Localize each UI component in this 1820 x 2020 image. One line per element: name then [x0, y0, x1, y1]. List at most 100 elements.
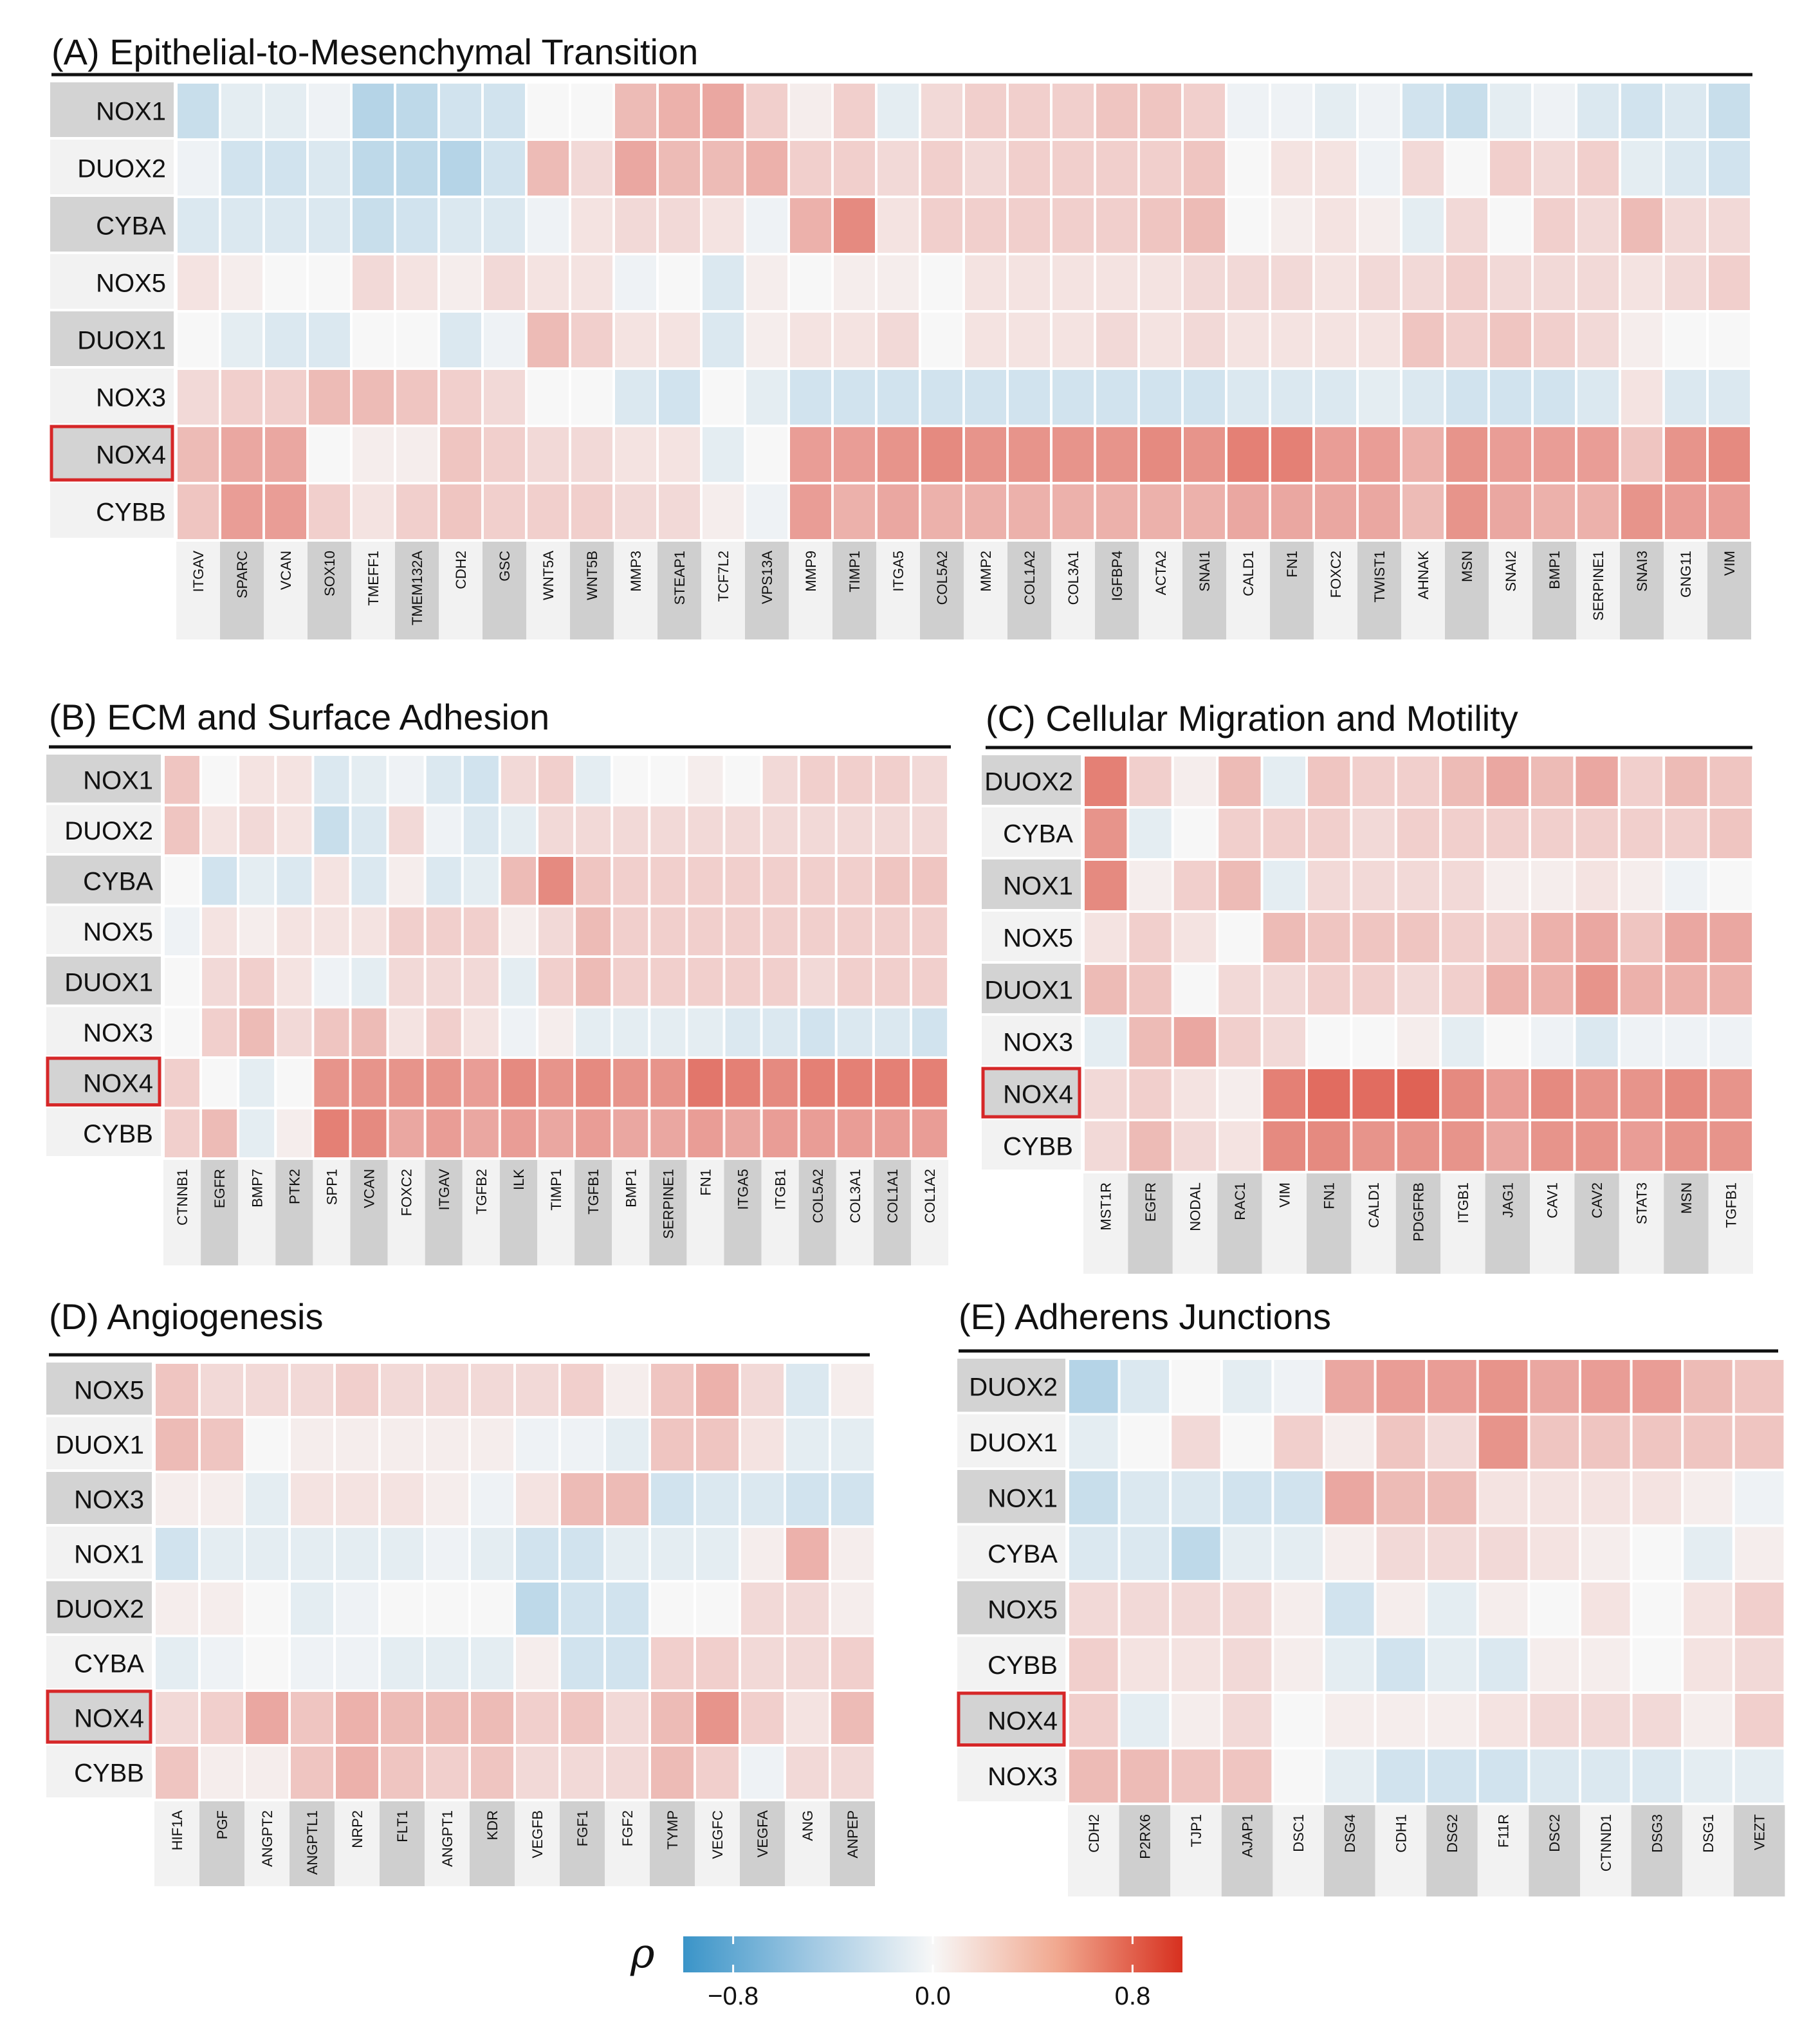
heatmap-cell	[1575, 81, 1621, 141]
heatmap-cell	[536, 904, 576, 958]
row-label-bg	[982, 859, 1081, 909]
heatmap-cell	[656, 81, 703, 141]
heatmap-cell	[569, 367, 615, 427]
heatmap-cell	[162, 1056, 203, 1110]
heatmap-cell	[262, 425, 309, 484]
legend-title: ρ	[630, 1930, 655, 1978]
heatmap-cell	[1439, 858, 1487, 913]
heatmap-cell	[1617, 1015, 1666, 1069]
heatmap-cell	[1531, 81, 1577, 141]
heatmap-cell	[694, 1361, 741, 1419]
column-label-bg	[745, 542, 789, 639]
column-label: CALD1	[1366, 1182, 1382, 1228]
heatmap-cell	[1484, 962, 1532, 1017]
heatmap-cell	[1094, 310, 1140, 370]
heatmap-cell	[162, 1106, 203, 1160]
panel-e-title: (E) Adherens Junctions	[959, 1296, 1331, 1337]
heatmap-cell	[162, 753, 203, 807]
heatmap-cell	[1269, 253, 1315, 313]
heatmap-cell	[784, 1744, 831, 1801]
heatmap-cell	[1323, 1580, 1377, 1639]
heatmap-cell	[1531, 425, 1577, 484]
column-label-bg	[836, 1160, 874, 1265]
heatmap-cell	[603, 1416, 651, 1473]
heatmap-cell	[311, 904, 352, 958]
heatmap-cell	[274, 753, 315, 807]
column-label-bg	[1307, 1173, 1352, 1274]
heatmap-cell	[1619, 310, 1665, 370]
heatmap-cell	[962, 196, 1009, 255]
heatmap-cell	[1529, 858, 1576, 913]
heatmap-cell	[1094, 367, 1140, 427]
heatmap-cell	[461, 955, 501, 1009]
column-label-bg	[695, 1801, 740, 1886]
heatmap-cell	[423, 1635, 471, 1692]
heatmap-cell	[722, 1106, 763, 1160]
column-label-bg	[483, 542, 526, 639]
heatmap-cell	[153, 1525, 201, 1583]
heatmap-cell	[603, 1525, 651, 1583]
heatmap-cell	[1617, 910, 1666, 965]
heatmap-cell	[1487, 482, 1534, 542]
heatmap-cell	[1531, 482, 1577, 542]
heatmap-cell	[722, 753, 763, 807]
heatmap-cell	[834, 1106, 875, 1160]
heatmap-cell	[760, 803, 800, 857]
heatmap-cell	[1260, 1015, 1308, 1069]
column-label-bg	[1051, 542, 1095, 639]
heatmap-cell	[1269, 367, 1315, 427]
heatmap-cell	[962, 425, 1009, 484]
heatmap-cell	[1706, 310, 1752, 370]
heatmap-cell	[423, 854, 464, 908]
heatmap-cell	[1094, 425, 1140, 484]
heatmap-cell	[611, 854, 651, 908]
row-label-bg	[46, 1472, 152, 1524]
heatmap-cell	[311, 1056, 352, 1110]
heatmap-cell	[219, 196, 265, 255]
heatmap-cell	[1707, 1015, 1755, 1069]
heatmap-cell	[468, 1744, 516, 1801]
heatmap-cell	[153, 1689, 201, 1747]
heatmap-cell	[1706, 482, 1752, 542]
heatmap-cell	[198, 1689, 246, 1747]
heatmap-cell	[1271, 1580, 1326, 1639]
heatmap-cell	[1312, 310, 1359, 370]
heatmap-cell	[1579, 1691, 1633, 1750]
heatmap-cell	[1269, 196, 1315, 255]
row-label-bg	[957, 1470, 1065, 1523]
heatmap-cell	[219, 310, 265, 370]
heatmap-cell	[1117, 1469, 1172, 1527]
heatmap-cell	[262, 367, 309, 427]
row-label: NOX4	[988, 1707, 1058, 1735]
row-label: CYBB	[988, 1651, 1058, 1680]
heatmap-cell	[1126, 1067, 1174, 1121]
heatmap-cell	[569, 253, 615, 313]
heatmap-cell	[573, 955, 614, 1009]
heatmap-cell	[829, 1635, 876, 1692]
heatmap-cell	[612, 81, 659, 141]
heatmap-cell	[262, 196, 309, 255]
heatmap-cell	[722, 1056, 763, 1110]
column-label: SERPINE1	[660, 1169, 676, 1239]
heatmap-cell	[1181, 196, 1227, 255]
heatmap-cell	[153, 1471, 201, 1528]
heatmap-cell	[1662, 81, 1709, 141]
column-label-bg	[1576, 542, 1620, 639]
heatmap-cell	[1617, 754, 1666, 809]
heatmap-cell	[306, 253, 353, 313]
heatmap-cell	[744, 196, 790, 255]
column-label-bg	[649, 1160, 687, 1265]
legend-tick-label: −0.8	[708, 1982, 758, 2010]
heatmap-cell	[1269, 425, 1315, 484]
heatmap-cell	[1271, 1357, 1326, 1416]
heatmap-cell	[237, 753, 277, 807]
heatmap-cell	[378, 1635, 426, 1692]
heatmap-cell	[394, 310, 440, 370]
heatmap-cell	[910, 753, 950, 807]
heatmap-cell	[243, 1361, 291, 1419]
column-label-bg	[380, 1801, 425, 1886]
heatmap-cell	[536, 1106, 576, 1160]
column-label-bg	[470, 1801, 515, 1886]
heatmap-cell	[1169, 1580, 1223, 1639]
